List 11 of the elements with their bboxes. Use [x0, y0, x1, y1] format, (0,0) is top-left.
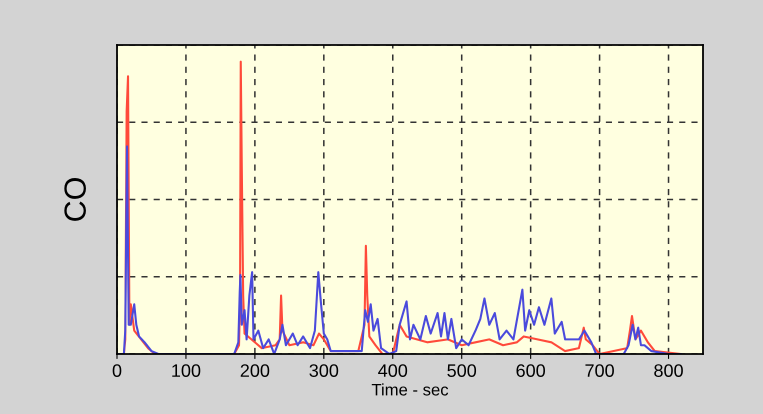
x-tick-label: 200 — [240, 364, 270, 377]
x-tick-label: 100 — [172, 364, 200, 377]
x-tick-label: 300 — [309, 364, 338, 377]
x-tick-label: 400 — [378, 364, 408, 377]
x-tick-label: 700 — [585, 364, 614, 377]
x-tick-label: 0 — [112, 364, 122, 377]
x-axis-title: Time - sec — [372, 383, 448, 396]
y-axis-title: CO — [64, 178, 86, 221]
x-tick-label: 600 — [516, 364, 546, 377]
x-tick-label: 500 — [447, 364, 476, 377]
x-tick-label: 800 — [654, 364, 683, 377]
